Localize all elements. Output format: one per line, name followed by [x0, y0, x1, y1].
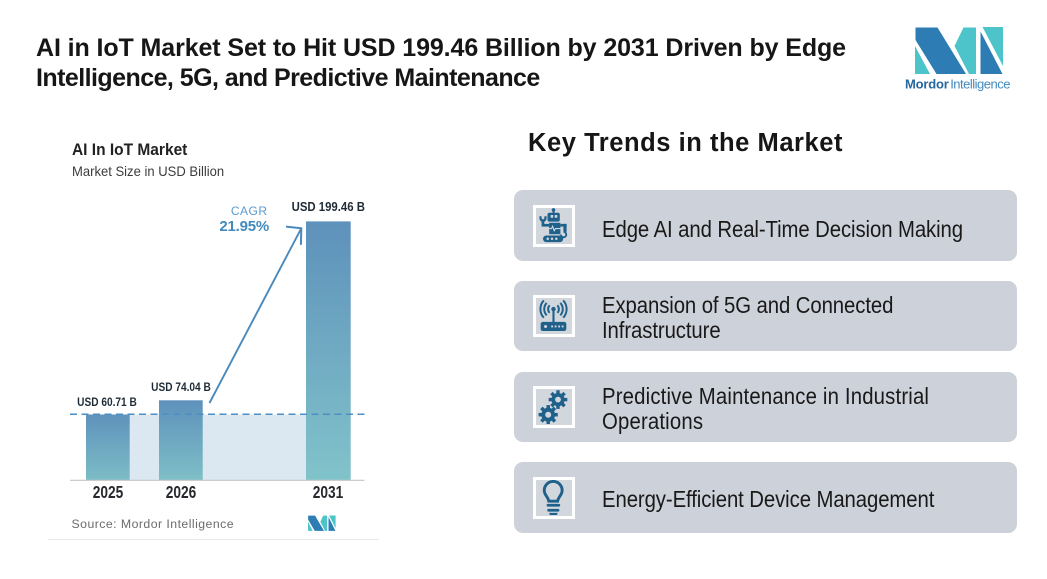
svg-text:Intelligence: Intelligence [950, 76, 1010, 91]
svg-text:Mordor: Mordor [905, 76, 949, 91]
